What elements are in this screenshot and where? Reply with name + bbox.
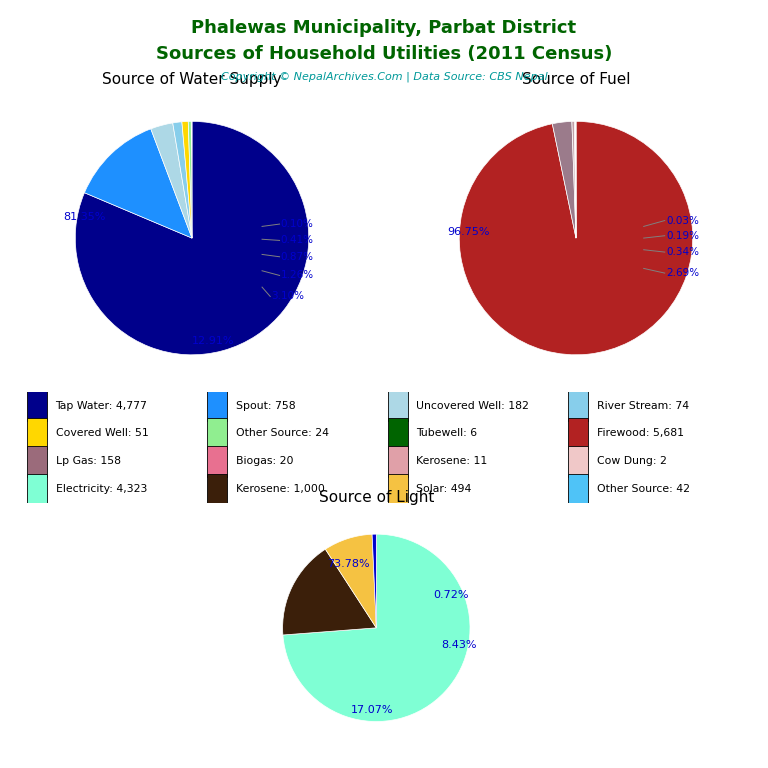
Wedge shape bbox=[151, 123, 192, 238]
Text: Lp Gas: 158: Lp Gas: 158 bbox=[55, 456, 121, 466]
Wedge shape bbox=[75, 121, 309, 355]
Text: 73.78%: 73.78% bbox=[327, 559, 369, 569]
Text: 0.19%: 0.19% bbox=[666, 230, 699, 240]
Text: 1.26%: 1.26% bbox=[281, 270, 314, 280]
Text: Cow Dung: 2: Cow Dung: 2 bbox=[597, 456, 667, 466]
Text: Copyright © NepalArchives.Com | Data Source: CBS Nepal: Copyright © NepalArchives.Com | Data Sou… bbox=[220, 71, 548, 82]
Text: Phalewas Municipality, Parbat District: Phalewas Municipality, Parbat District bbox=[191, 19, 577, 37]
Text: Biogas: 20: Biogas: 20 bbox=[236, 456, 293, 466]
Wedge shape bbox=[283, 535, 470, 721]
Wedge shape bbox=[552, 121, 576, 238]
Text: 0.10%: 0.10% bbox=[281, 219, 313, 229]
Bar bbox=[207, 445, 227, 477]
Text: Kerosene: 11: Kerosene: 11 bbox=[416, 456, 488, 466]
Text: Solar: 494: Solar: 494 bbox=[416, 484, 472, 494]
Text: Sources of Household Utilities (2011 Census): Sources of Household Utilities (2011 Cen… bbox=[156, 45, 612, 62]
Title: Source of Fuel: Source of Fuel bbox=[521, 72, 631, 87]
Text: 8.43%: 8.43% bbox=[441, 640, 476, 650]
Text: Kerosene: 1,000: Kerosene: 1,000 bbox=[236, 484, 325, 494]
Text: 2.69%: 2.69% bbox=[666, 268, 699, 278]
Text: 17.07%: 17.07% bbox=[350, 705, 393, 715]
Text: Tap Water: 4,777: Tap Water: 4,777 bbox=[55, 401, 147, 411]
Wedge shape bbox=[283, 549, 376, 635]
Title: Source of Water Supply: Source of Water Supply bbox=[102, 72, 282, 87]
Bar bbox=[388, 445, 408, 477]
Bar bbox=[27, 390, 47, 421]
Text: Uncovered Well: 182: Uncovered Well: 182 bbox=[416, 401, 529, 411]
Text: 0.03%: 0.03% bbox=[666, 216, 699, 226]
Wedge shape bbox=[84, 129, 192, 238]
Bar bbox=[388, 418, 408, 449]
Wedge shape bbox=[574, 121, 576, 238]
Text: 96.75%: 96.75% bbox=[447, 227, 490, 237]
Text: 0.72%: 0.72% bbox=[433, 590, 469, 600]
Wedge shape bbox=[372, 535, 376, 628]
Wedge shape bbox=[459, 121, 693, 355]
Text: Covered Well: 51: Covered Well: 51 bbox=[55, 429, 148, 439]
Bar bbox=[388, 474, 408, 505]
Text: Firewood: 5,681: Firewood: 5,681 bbox=[597, 429, 684, 439]
Text: Other Source: 24: Other Source: 24 bbox=[236, 429, 329, 439]
Text: 81.35%: 81.35% bbox=[64, 212, 106, 222]
Bar bbox=[388, 390, 408, 421]
Bar bbox=[207, 474, 227, 505]
Bar bbox=[27, 474, 47, 505]
Bar bbox=[27, 445, 47, 477]
Wedge shape bbox=[326, 535, 376, 628]
Text: 0.34%: 0.34% bbox=[666, 247, 699, 257]
Text: 3.10%: 3.10% bbox=[271, 291, 304, 302]
Wedge shape bbox=[173, 122, 192, 238]
Text: 0.41%: 0.41% bbox=[281, 236, 313, 246]
Text: River Stream: 74: River Stream: 74 bbox=[597, 401, 689, 411]
Text: Tubewell: 6: Tubewell: 6 bbox=[416, 429, 478, 439]
Wedge shape bbox=[182, 121, 192, 238]
Text: Electricity: 4,323: Electricity: 4,323 bbox=[55, 484, 147, 494]
Bar bbox=[27, 418, 47, 449]
Bar bbox=[568, 390, 588, 421]
Bar bbox=[568, 474, 588, 505]
Text: Spout: 758: Spout: 758 bbox=[236, 401, 296, 411]
Wedge shape bbox=[572, 121, 576, 238]
Bar bbox=[568, 445, 588, 477]
Text: 0.87%: 0.87% bbox=[281, 252, 313, 262]
Text: 12.91%: 12.91% bbox=[192, 336, 234, 346]
Text: Other Source: 42: Other Source: 42 bbox=[597, 484, 690, 494]
Bar bbox=[207, 418, 227, 449]
Title: Source of Light: Source of Light bbox=[319, 491, 434, 505]
Bar bbox=[207, 390, 227, 421]
Bar bbox=[568, 418, 588, 449]
Wedge shape bbox=[188, 121, 192, 238]
